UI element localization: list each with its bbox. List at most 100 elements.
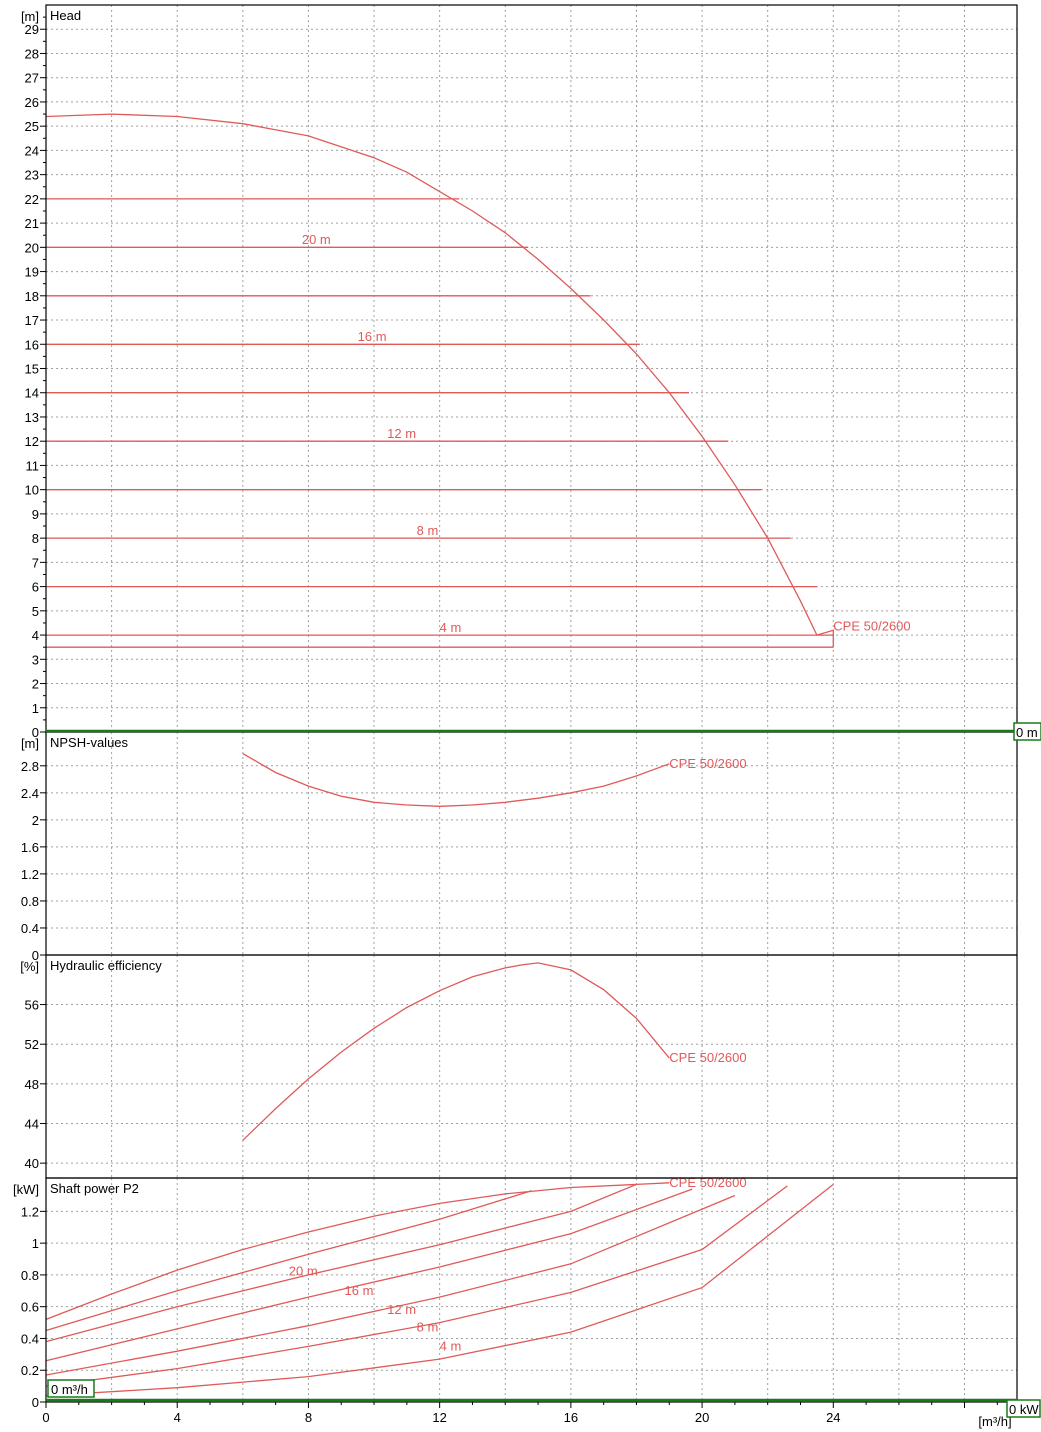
curve-label: CPE 50/2600	[669, 756, 746, 771]
y-tick-label: 23	[25, 168, 39, 183]
panel-2: 0 0.4 0.8 1.2 1.6 2 2.4 2.8 [m] NPSH-values CPE 50…	[21, 731, 1018, 963]
y-tick-label: 20	[25, 240, 39, 255]
pump-curve	[45, 1182, 670, 1321]
y-tick-label: 18	[25, 289, 39, 304]
y-tick-label: 0.2	[21, 1363, 39, 1378]
y-tick-label: 0.6	[21, 1300, 39, 1315]
pump-curve	[45, 113, 834, 648]
y-tick-label: 6	[32, 580, 39, 595]
y-tick-label: 28	[25, 46, 39, 61]
y-tick-label: 19	[25, 265, 39, 280]
x-tick-label: 8	[305, 1410, 312, 1425]
speed-curve	[45, 1183, 637, 1343]
curve-label: 20 m	[289, 1264, 318, 1279]
y-tick-label: 24	[25, 143, 39, 158]
y-tick-label: 0	[32, 1395, 39, 1410]
y-tick-label: 48	[25, 1077, 39, 1092]
y-tick-label: 1.6	[21, 840, 39, 855]
y-tick-label: 15	[25, 362, 39, 377]
panel-title: NPSH-values	[50, 735, 129, 750]
speed-curve	[45, 1194, 736, 1376]
pump-curve	[242, 962, 670, 1141]
curve-label: 16 m	[345, 1283, 374, 1298]
y-tick-label: 11	[26, 458, 40, 473]
x-tick-label: 20	[695, 1410, 709, 1425]
curve-label: 20 m	[302, 232, 331, 247]
head-marker-label: 0 m	[1016, 725, 1038, 740]
y-tick-label: 7	[32, 555, 39, 570]
pump-curve	[242, 753, 670, 807]
flow-marker-label: 0 m³/h	[51, 1382, 88, 1397]
y-tick-label: 22	[25, 192, 39, 207]
panel-4: 0 0.2 0.4 0.6 0.8 1 1.2 [kW] Shaft power P2 CPE 5…	[13, 1175, 1018, 1410]
y-unit-label: [m]	[21, 9, 39, 24]
y-tick-label: 8	[32, 531, 39, 546]
curve-label: 16 m	[358, 329, 387, 344]
y-tick-label: 25	[25, 119, 39, 134]
curve-label: 8 m	[417, 523, 439, 538]
y-tick-label: 26	[25, 95, 39, 110]
speed-curve	[45, 1188, 693, 1362]
y-tick-label: 2	[32, 813, 39, 828]
curve-label: CPE 50/2600	[833, 619, 910, 634]
y-tick-label: 13	[25, 410, 39, 425]
y-unit-label: [kW]	[13, 1182, 39, 1197]
panel-title: Hydraulic efficiency	[50, 958, 162, 973]
speed-curve	[45, 1185, 788, 1387]
y-tick-label: 29	[25, 22, 39, 37]
y-tick-label: 1.2	[21, 1204, 39, 1219]
y-tick-label: 0.4	[21, 1331, 39, 1346]
speed-curve	[45, 1183, 834, 1397]
y-tick-label: 27	[25, 71, 39, 86]
y-tick-label: 44	[25, 1116, 39, 1131]
y-tick-label: 4	[32, 628, 39, 643]
panel-frame	[45, 1177, 1018, 1403]
power-marker-label: 0 kW	[1009, 1402, 1039, 1417]
y-tick-label: 5	[32, 604, 39, 619]
curve-label: 12 m	[387, 426, 416, 441]
y-tick-label: 17	[25, 313, 39, 328]
y-unit-label: [%]	[20, 959, 39, 974]
x-tick-label: 16	[564, 1410, 578, 1425]
panel-1: 0123456789101112131415161718192021222324…	[21, 4, 1018, 740]
panel-frame	[45, 954, 1018, 1179]
y-tick-label: 52	[25, 1037, 39, 1052]
y-tick-label: 2	[32, 677, 39, 692]
y-tick-label: 21	[25, 216, 39, 231]
y-tick-label: 1	[32, 1236, 39, 1251]
y-tick-label: 1	[32, 701, 39, 716]
y-tick-label: 12	[25, 434, 39, 449]
x-tick-label: 4	[174, 1410, 181, 1425]
x-unit-label: [m³/h]	[978, 1414, 1011, 1429]
y-tick-label: 10	[25, 483, 39, 498]
panel-title: Head	[50, 8, 81, 23]
y-tick-label: 1.2	[21, 867, 39, 882]
y-tick-label: 56	[25, 998, 39, 1013]
y-tick-label: 3	[32, 652, 39, 667]
x-tick-label: 0	[42, 1410, 49, 1425]
y-tick-label: 2.4	[21, 786, 39, 801]
y-tick-label: 2.8	[21, 759, 39, 774]
curve-label: 4 m	[440, 620, 462, 635]
y-unit-label: [m]	[21, 736, 39, 751]
y-tick-label: 9	[32, 507, 39, 522]
curve-label: CPE 50/2600	[669, 1050, 746, 1065]
y-tick-label: 0.8	[21, 894, 39, 909]
speed-curve	[45, 1190, 532, 1332]
head-marker-box	[1013, 722, 1041, 741]
y-tick-label: 0	[32, 948, 39, 963]
y-tick-label: 14	[25, 386, 39, 401]
panel-3: 40 44 48 52 56 [%] Hydraulic efficiency CPE 50/…	[20, 954, 1018, 1179]
y-tick-label: 0.4	[21, 921, 39, 936]
panel-title: Shaft power P2	[50, 1181, 139, 1196]
y-tick-label: 40	[25, 1156, 39, 1171]
y-tick-label: 16	[25, 337, 39, 352]
curve-label: 12 m	[387, 1302, 416, 1317]
x-tick-label: 12	[432, 1410, 446, 1425]
flow-marker-box	[47, 1379, 95, 1398]
x-tick-label: 24	[826, 1410, 840, 1425]
curve-label: CPE 50/2600	[669, 1175, 746, 1190]
curve-label: 8 m	[417, 1319, 439, 1334]
power-marker-box	[1006, 1399, 1041, 1418]
